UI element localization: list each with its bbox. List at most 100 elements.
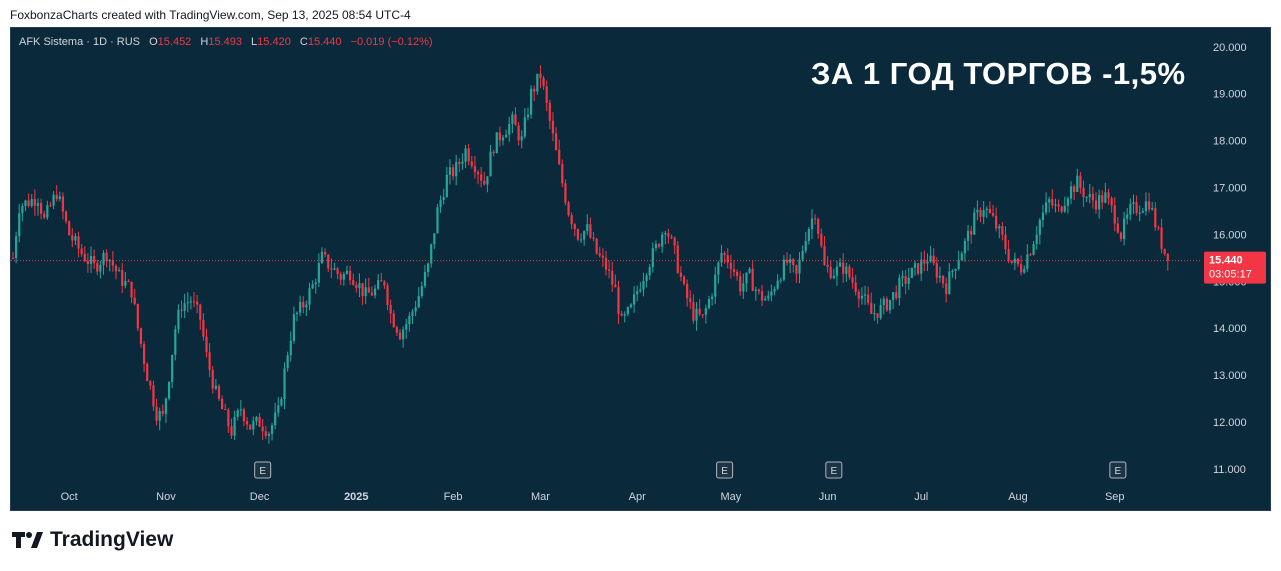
- open-key: O: [149, 36, 158, 48]
- y-tick-label: 14.000: [1213, 323, 1247, 335]
- candle-body: [333, 268, 336, 270]
- candle-body: [642, 281, 645, 290]
- x-tick-label: Aug: [1008, 491, 1028, 503]
- candle-body: [395, 327, 398, 333]
- candle-body: [118, 270, 121, 272]
- candle-body: [174, 329, 177, 355]
- candle-body: [227, 409, 230, 427]
- candle-body: [614, 284, 617, 288]
- footer-brand[interactable]: TradingView: [12, 528, 173, 552]
- candle-body: [1098, 195, 1101, 210]
- candle-body: [1091, 193, 1094, 201]
- candle-body: [798, 259, 801, 274]
- candle-body: [717, 262, 720, 275]
- candle-body: [221, 398, 224, 410]
- earnings-marker: [1109, 461, 1127, 479]
- tradingview-wordmark: TradingView: [50, 528, 174, 551]
- candle-body: [464, 148, 467, 162]
- candle-body: [364, 287, 367, 297]
- candle-body: [146, 363, 149, 382]
- candle-body: [623, 314, 626, 316]
- candle-body: [1104, 192, 1107, 203]
- candle-body: [767, 295, 770, 299]
- candle-body: [433, 233, 436, 245]
- candle-body: [68, 221, 71, 236]
- headline-annotation: ЗА 1 ГОД ТОРГОВ -1,5%: [811, 56, 1186, 91]
- candle-body: [1088, 193, 1091, 198]
- candle-body: [558, 150, 561, 165]
- chart-panel[interactable]: 20.00019.00018.00017.00016.00015.00014.0…: [10, 27, 1271, 511]
- last-price-badge: [1204, 251, 1266, 284]
- candle-body: [55, 194, 58, 200]
- candle-body: [542, 77, 545, 87]
- candle-body: [804, 240, 807, 251]
- candle-body: [682, 276, 686, 284]
- candle-body: [970, 230, 973, 235]
- candle-body: [239, 409, 242, 411]
- candle-body: [348, 270, 352, 281]
- candle-body: [586, 224, 589, 232]
- candle-body: [873, 313, 876, 315]
- candle-body: [1035, 234, 1038, 245]
- candle-body: [698, 308, 701, 315]
- candle-body: [832, 275, 835, 279]
- candle-body: [1004, 234, 1007, 250]
- candle-body: [920, 259, 923, 274]
- candle-body: [1101, 195, 1104, 203]
- x-tick-label: Mar: [531, 491, 550, 503]
- candle-body: [973, 212, 976, 235]
- candle-body: [199, 304, 202, 320]
- candle-body: [960, 253, 963, 261]
- candle-body: [324, 251, 327, 255]
- candle-body: [202, 319, 205, 337]
- candle-body: [742, 283, 745, 292]
- candle-body: [93, 256, 96, 264]
- candle-body: [402, 329, 405, 340]
- candle-body: [567, 202, 570, 216]
- candle-body: [876, 313, 879, 318]
- candle-body: [274, 412, 277, 426]
- candle-body: [130, 281, 133, 298]
- candle-body: [505, 134, 508, 138]
- candle-body: [39, 203, 43, 214]
- candle-body: [735, 271, 739, 277]
- candle-body: [851, 277, 854, 283]
- candle-body: [913, 263, 917, 268]
- candle-body: [1160, 227, 1163, 249]
- candle-body: [18, 213, 21, 237]
- candle-body: [648, 267, 651, 276]
- candle-body: [626, 307, 629, 315]
- candle-body: [835, 266, 839, 276]
- candle-body: [957, 260, 960, 270]
- candle-body: [423, 272, 427, 287]
- candle-body: [829, 266, 832, 279]
- candle-body: [142, 344, 146, 364]
- candle-body: [501, 137, 505, 141]
- candle-body: [1066, 198, 1070, 206]
- candle-body: [657, 244, 661, 247]
- candle-body: [27, 200, 30, 206]
- candle-body: [823, 245, 826, 265]
- x-tick-label: Oct: [61, 491, 78, 503]
- candle-body: [711, 296, 714, 299]
- candle-body: [795, 265, 798, 274]
- candle-body: [573, 224, 576, 230]
- candle-body: [539, 73, 542, 78]
- candle-body: [988, 208, 991, 213]
- earnings-marker-label: E: [259, 466, 266, 477]
- y-tick-label: 12.000: [1213, 417, 1247, 429]
- candle-body: [729, 262, 732, 270]
- candle-body: [848, 266, 851, 278]
- price-chart[interactable]: 20.00019.00018.00017.00016.00015.00014.0…: [11, 28, 1270, 510]
- candle-body: [720, 253, 723, 263]
- candle-body: [589, 224, 592, 238]
- candle-body: [233, 416, 236, 436]
- x-tick-label: Feb: [444, 491, 463, 503]
- candle-body: [892, 292, 895, 300]
- candle-body: [1116, 223, 1119, 233]
- candle-body: [71, 235, 74, 241]
- candle-body: [11, 257, 15, 259]
- tradingview-logo-icon: [12, 532, 43, 548]
- candle-body: [692, 301, 695, 321]
- y-tick-label: 11.000: [1213, 464, 1246, 476]
